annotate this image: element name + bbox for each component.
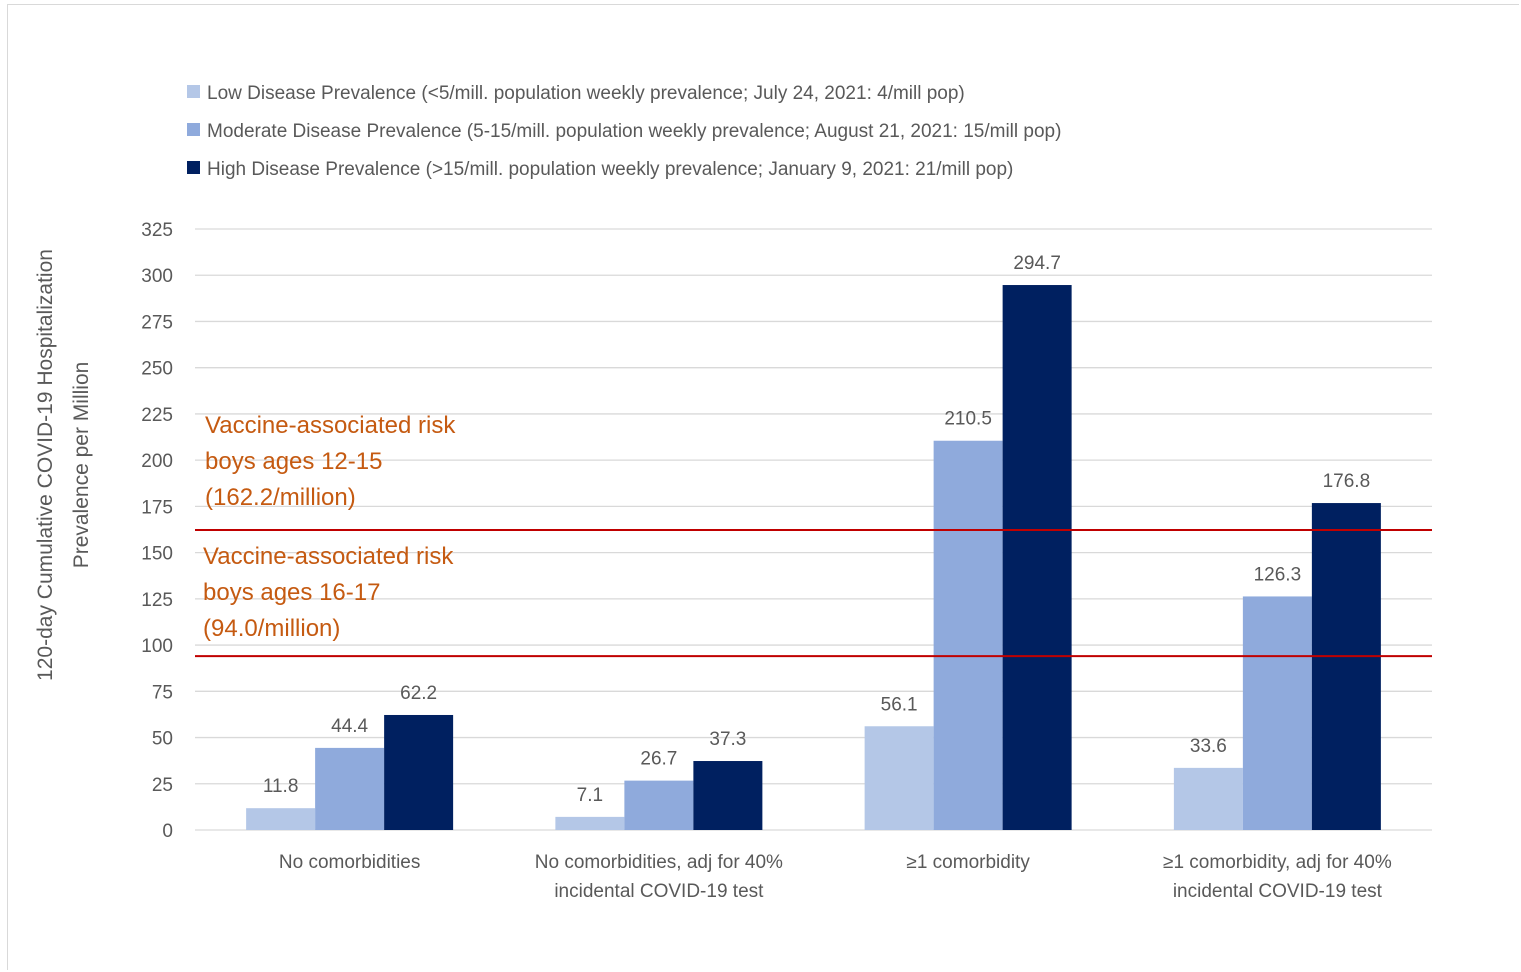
x-category-label: incidental COVID-19 test: [1173, 881, 1383, 902]
data-label: 11.8: [263, 776, 299, 797]
legend-label: Low Disease Prevalence (<5/mill. populat…: [207, 83, 965, 104]
legend-label: High Disease Prevalence (>15/mill. popul…: [207, 159, 1013, 180]
y-tick-label: 275: [141, 312, 173, 333]
data-label: 33.6: [1190, 736, 1227, 757]
data-label: 56.1: [881, 694, 918, 715]
reference-line-label: boys ages 12-15: [205, 448, 382, 475]
x-category-label: ≥1 comorbidity: [906, 852, 1030, 873]
y-tick-label: 50: [152, 729, 173, 750]
y-tick-label: 325: [141, 220, 173, 241]
bar: [1002, 285, 1072, 830]
data-label: 62.2: [400, 683, 437, 704]
x-category-label: ≥1 comorbidity, adj for 40%: [1163, 852, 1392, 873]
y-tick-label: 250: [141, 359, 173, 380]
reference-line-label: (94.0/million): [203, 615, 340, 642]
bar: [693, 761, 763, 830]
data-label: 26.7: [640, 749, 677, 770]
data-label: 210.5: [944, 409, 992, 430]
legend-label: Moderate Disease Prevalence (5-15/mill. …: [207, 121, 1061, 142]
data-label: 37.3: [709, 729, 746, 750]
y-tick-label: 125: [141, 590, 173, 611]
x-category-label: No comorbidities, adj for 40%: [535, 852, 783, 873]
data-label: 294.7: [1013, 253, 1061, 274]
reference-line-label: (162.2/million): [205, 484, 356, 511]
bar: [555, 816, 625, 830]
bar: [1242, 596, 1312, 830]
y-tick-label: 75: [152, 682, 173, 703]
bar: [864, 726, 934, 830]
data-label: 126.3: [1254, 564, 1302, 585]
data-label: 7.1: [577, 785, 603, 806]
y-axis-title: 120-day Cumulative COVID-19 Hospitalizat…: [34, 249, 57, 681]
legend-swatch: [187, 85, 200, 98]
bar: [933, 440, 1003, 830]
y-tick-label: 0: [162, 821, 173, 842]
legend-swatch: [187, 123, 200, 136]
bar: [1173, 767, 1243, 830]
y-tick-label: 300: [141, 266, 173, 287]
bar: [315, 747, 385, 830]
y-tick-label: 175: [141, 497, 173, 518]
reference-line-label: Vaccine-associated risk: [205, 412, 456, 439]
reference-line-label: Vaccine-associated risk: [203, 543, 454, 570]
data-label: 176.8: [1323, 471, 1371, 492]
y-tick-label: 150: [141, 544, 173, 565]
y-axis-title: Prevalence per Million: [70, 362, 93, 569]
y-tick-label: 225: [141, 405, 173, 426]
y-tick-label: 100: [141, 636, 173, 657]
bar: [1311, 503, 1381, 830]
reference-line-label: boys ages 16-17: [203, 579, 380, 606]
data-label: 44.4: [331, 716, 368, 737]
x-category-label: incidental COVID-19 test: [554, 881, 764, 902]
bar: [246, 808, 316, 830]
y-tick-label: 25: [152, 775, 173, 796]
bar: [624, 780, 694, 830]
legend-swatch: [187, 161, 200, 174]
x-category-label: No comorbidities: [279, 852, 421, 873]
bar: [384, 714, 454, 830]
y-tick-label: 200: [141, 451, 173, 472]
